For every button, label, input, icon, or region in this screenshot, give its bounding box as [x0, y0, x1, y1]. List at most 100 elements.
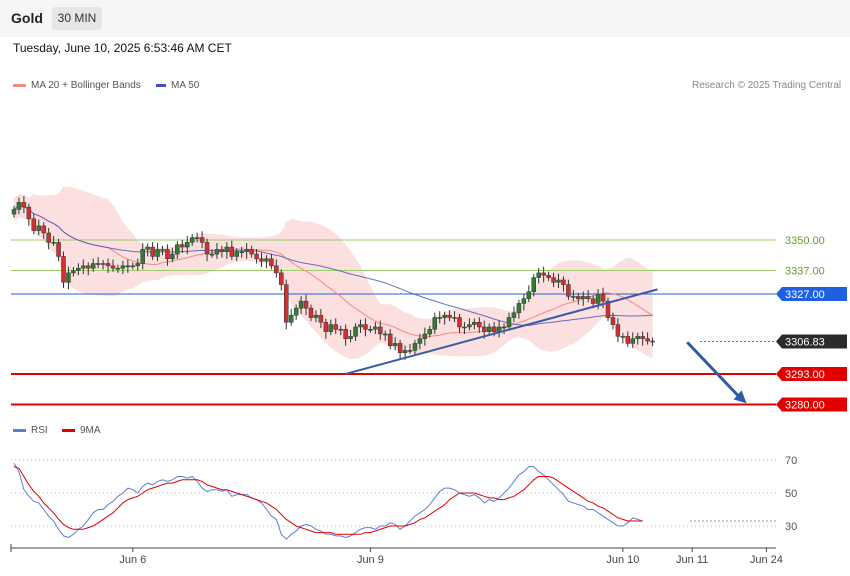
candle-body: [90, 263, 96, 269]
candle-body: [239, 251, 244, 253]
candle-body: [105, 263, 111, 267]
candle-body: [185, 242, 190, 248]
level-label-3350.00: 3350.00: [785, 235, 825, 247]
candle-body: [630, 338, 635, 344]
candle-body: [605, 300, 611, 318]
level-label-3327.00: 3327.00: [785, 289, 825, 301]
candle-body: [645, 338, 650, 342]
candle-body: [447, 314, 452, 318]
legend-rsi-ma: 9MA: [62, 425, 101, 436]
candle-body: [477, 322, 482, 328]
candle-body: [165, 249, 170, 260]
candle-body: [244, 249, 249, 252]
forecast-arrow-head: [733, 390, 747, 404]
candle-body: [556, 279, 561, 283]
candle-body: [427, 329, 433, 335]
candle-body: [66, 272, 71, 283]
legend-rsi-label: RSI: [31, 425, 48, 436]
candle-body: [81, 265, 86, 269]
ma20-swatch: [13, 83, 26, 87]
ma50-swatch: [156, 83, 166, 87]
candle-body: [269, 258, 274, 267]
candle-body: [120, 265, 126, 269]
bollinger-band: [14, 186, 653, 360]
candle-body: [383, 333, 388, 336]
candle-body: [140, 249, 145, 264]
candle-body: [417, 338, 423, 344]
candle-body: [194, 237, 200, 239]
candle-body: [585, 296, 591, 299]
candle-body: [432, 317, 437, 330]
candle-body: [16, 202, 22, 210]
candle-body: [442, 314, 447, 318]
candles-group: [11, 196, 655, 360]
candle-body: [541, 272, 546, 276]
rsi-tick-label: 50: [785, 488, 797, 500]
candle-body: [516, 303, 522, 314]
candle-body: [36, 225, 41, 231]
legend-rsi-ma-label: 9MA: [80, 425, 101, 436]
candle-body: [284, 284, 289, 323]
candle-body: [640, 336, 645, 339]
candle-body: [482, 326, 487, 332]
candle-body: [46, 232, 51, 243]
candle-body: [358, 324, 363, 328]
candle-body: [31, 218, 37, 231]
timeframe-button[interactable]: 30 MIN: [52, 7, 102, 30]
candle-body: [145, 246, 150, 250]
candle-body: [115, 267, 121, 270]
candle-body: [536, 272, 541, 278]
candle-body: [561, 279, 566, 285]
candle-body: [224, 246, 230, 253]
candle-body: [170, 253, 175, 260]
candle-body: [234, 251, 239, 257]
candle-body: [491, 326, 497, 332]
candle-body: [363, 324, 368, 330]
candle-body: [328, 324, 334, 332]
candle-body: [279, 272, 284, 285]
candle-body: [199, 237, 205, 243]
candle-body: [576, 296, 581, 299]
ma20-line: [13, 205, 653, 337]
candle-body: [472, 322, 477, 325]
candle-body: [348, 336, 353, 339]
candle-body: [125, 265, 131, 268]
level-label-3280.00: 3280.00: [785, 400, 825, 412]
candle-body: [303, 300, 309, 309]
candle-body: [204, 242, 210, 255]
candle-body: [264, 258, 269, 262]
rsi-ma-swatch: [62, 428, 75, 432]
rsi-swatch: [13, 428, 26, 432]
candle-body: [76, 267, 81, 271]
candle-body: [135, 263, 140, 267]
legend-ma50-label: MA 50: [171, 80, 200, 91]
candle-body: [437, 317, 442, 319]
candle-body: [407, 350, 413, 352]
candle-body: [546, 275, 551, 278]
candle-body: [373, 326, 378, 330]
candle-body: [229, 246, 235, 257]
candle-body: [571, 296, 576, 298]
candle-body: [452, 317, 457, 319]
candle-body: [610, 317, 616, 325]
candle-body: [56, 242, 61, 257]
candle-body: [308, 307, 314, 318]
candle-body: [61, 256, 66, 283]
level-tag-3280.00: [776, 397, 847, 412]
candle-body: [402, 350, 408, 354]
candle-body: [219, 249, 225, 252]
candle-body: [298, 300, 304, 309]
candle-body: [581, 296, 586, 299]
rsi-tick-label: 30: [785, 521, 797, 533]
legend-ma20: MA 20 + Bollinger Bands: [13, 80, 141, 91]
rsi-tick-label: 70: [785, 455, 797, 467]
candle-body: [293, 307, 299, 316]
candle-body: [313, 314, 319, 318]
candle-body: [155, 249, 160, 257]
timestamp: Tuesday, June 10, 2025 6:53:46 AM CET: [13, 41, 232, 55]
candle-body: [318, 314, 324, 323]
candle-body: [100, 263, 106, 265]
level-tag-3327.00: [776, 287, 847, 302]
candle-body: [21, 202, 27, 208]
